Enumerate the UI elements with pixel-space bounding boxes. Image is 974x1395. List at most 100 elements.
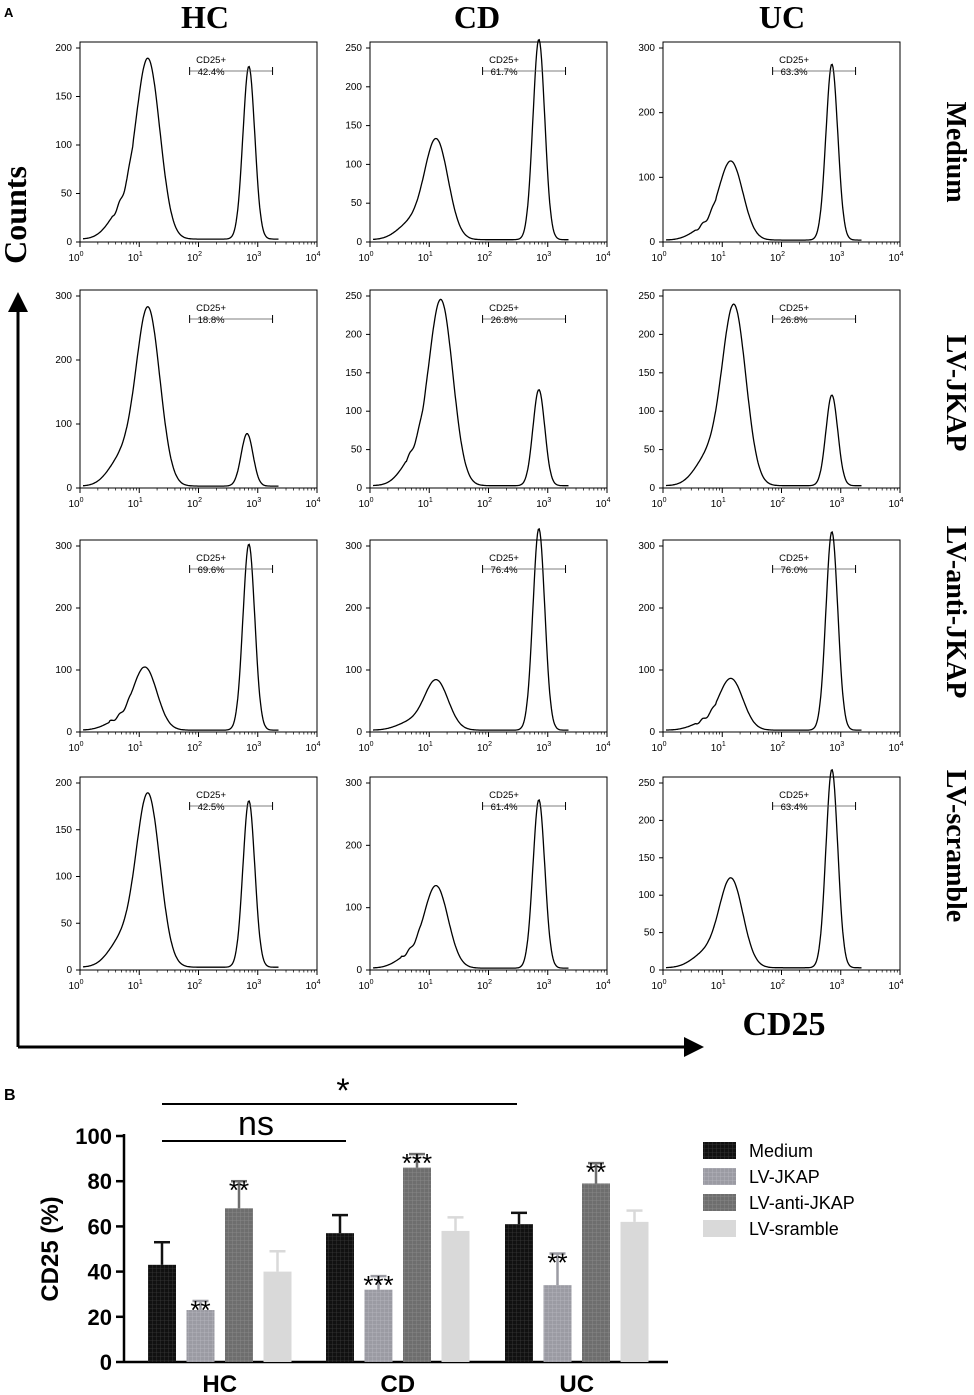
histogram-curve xyxy=(666,63,862,241)
significance-ns: ns xyxy=(238,1105,274,1143)
histogram-panel: 0 100 200 300 100 101 102 103 104 CD25+61.4% xyxy=(345,776,611,992)
gate-label: CD25+ xyxy=(779,55,809,66)
gate-label: CD25+ xyxy=(489,553,519,564)
histogram-curve xyxy=(82,792,279,968)
bar-y-tick-label: 80 xyxy=(88,1169,112,1194)
histogram-panel: 0 50 100 150 200 100 101 102 103 104 CD25+42.4% xyxy=(55,41,321,264)
legend-swatch xyxy=(703,1142,736,1159)
histogram-curve xyxy=(372,38,569,241)
bar xyxy=(263,1271,292,1362)
histogram-panel: 0 50 100 150 200 250 100 101 102 103 104 CD25+26.8% xyxy=(345,289,611,510)
row-title-lv-jkap: LV-JKAP xyxy=(940,335,971,452)
bar-y-tick-label: 60 xyxy=(88,1214,112,1239)
panel-b-label: B xyxy=(4,1087,16,1104)
histogram-x-tick-label: 102 xyxy=(187,251,202,264)
legend-label: LV-anti-JKAP xyxy=(749,1193,855,1213)
histogram-x-tick-label: 101 xyxy=(128,497,143,510)
bar xyxy=(148,1264,176,1362)
bar-y-axis-label: CD25 (%) xyxy=(37,1196,64,1301)
histogram-y-tick-label: 0 xyxy=(66,237,72,248)
histogram-y-tick-label: 250 xyxy=(638,778,655,789)
histogram-panel: 0 50 100 150 200 250 100 101 102 103 104 CD25+61.7% xyxy=(345,38,611,264)
histogram-y-tick-label: 300 xyxy=(345,778,362,789)
cd25-arrowhead xyxy=(684,1037,704,1057)
histogram-y-tick-label: 300 xyxy=(345,541,362,552)
histogram-y-tick-label: 100 xyxy=(638,665,655,676)
histogram-panel: 0 50 100 150 200 250 100 101 102 103 104 CD25+26.8% xyxy=(638,289,904,510)
gate-percent: 63.4% xyxy=(781,802,808,813)
histogram-x-tick-label: 104 xyxy=(305,497,320,510)
bar-chart: 0 20 40 60 80 100 CD25 (%) ** ** HC *** *** CD ** ** UC… xyxy=(37,1124,855,1395)
histogram-x-tick-label: 104 xyxy=(595,251,610,264)
gate-label: CD25+ xyxy=(779,303,809,314)
histogram-y-tick-label: 0 xyxy=(649,483,655,494)
histogram-curve xyxy=(666,531,862,731)
column-title-cd: CD xyxy=(454,0,500,35)
histogram-y-tick-label: 150 xyxy=(638,368,655,379)
legend-swatch xyxy=(703,1194,736,1211)
significance-label: ** xyxy=(586,1157,606,1187)
gate-percent: 61.4% xyxy=(491,802,518,813)
significance-label: ** xyxy=(190,1295,210,1325)
histogram-y-tick-label: 0 xyxy=(356,965,362,976)
histogram-panel: 0 100 200 300 100 101 102 103 104 CD25+18.8% xyxy=(55,289,321,510)
bar xyxy=(186,1310,215,1362)
histogram-x-tick-label: 102 xyxy=(187,497,202,510)
histogram-y-tick-label: 50 xyxy=(351,445,363,456)
histogram-y-tick-label: 300 xyxy=(55,541,72,552)
histogram-x-tick-label: 100 xyxy=(651,741,666,754)
legend-swatch xyxy=(703,1220,736,1237)
histogram-y-tick-label: 100 xyxy=(345,406,362,417)
bar-y-tick-label: 0 xyxy=(100,1350,112,1375)
histogram-x-tick-label: 103 xyxy=(536,497,551,510)
histogram-x-tick-label: 101 xyxy=(418,497,433,510)
gate-percent: 63.3% xyxy=(781,67,808,78)
histogram-x-tick-label: 103 xyxy=(246,497,261,510)
histogram-x-tick-label: 101 xyxy=(128,251,143,264)
histogram-curve xyxy=(373,298,569,487)
row-title-lv-anti-jkap: LV-anti-JKAP xyxy=(940,526,971,699)
histogram-curve xyxy=(666,303,862,487)
histogram-y-tick-label: 100 xyxy=(55,665,72,676)
significance-label: *** xyxy=(402,1148,432,1178)
gate-label: CD25+ xyxy=(779,790,809,801)
histogram-frame xyxy=(369,289,608,489)
histogram-y-tick-label: 50 xyxy=(644,928,656,939)
bar xyxy=(582,1183,610,1362)
histogram-y-tick-label: 150 xyxy=(638,853,655,864)
histogram-x-tick-label: 104 xyxy=(888,497,903,510)
histogram-panel: 0 100 200 300 100 101 102 103 104 CD25+76.4% xyxy=(345,527,611,754)
histogram-y-tick-label: 200 xyxy=(345,82,362,93)
histogram-x-tick-label: 102 xyxy=(477,497,492,510)
gate-label: CD25+ xyxy=(196,55,226,66)
histogram-x-tick-label: 103 xyxy=(829,741,844,754)
histogram-x-tick-label: 103 xyxy=(829,979,844,992)
gate-label: CD25+ xyxy=(489,303,519,314)
histogram-x-tick-label: 101 xyxy=(711,251,726,264)
histogram-x-tick-label: 104 xyxy=(595,741,610,754)
histogram-y-tick-label: 100 xyxy=(55,872,72,883)
histogram-y-tick-label: 200 xyxy=(55,355,72,366)
legend-label: LV-JKAP xyxy=(749,1167,820,1187)
histogram-y-tick-label: 100 xyxy=(345,903,362,914)
bar xyxy=(364,1289,393,1362)
histogram-y-tick-label: 0 xyxy=(66,965,72,976)
histogram-y-tick-label: 200 xyxy=(55,43,72,54)
histogram-x-tick-label: 100 xyxy=(358,741,373,754)
gate-label: CD25+ xyxy=(196,790,226,801)
histogram-y-tick-label: 0 xyxy=(356,237,362,248)
gate-percent: 18.8% xyxy=(198,315,225,326)
histogram-x-tick-label: 102 xyxy=(477,741,492,754)
gate-percent: 69.6% xyxy=(198,565,225,576)
legend-label: LV-sramble xyxy=(749,1219,839,1239)
gate-percent: 61.7% xyxy=(491,67,518,78)
histogram-y-tick-label: 200 xyxy=(345,603,362,614)
histogram-x-tick-label: 103 xyxy=(246,741,261,754)
histogram-x-tick-label: 101 xyxy=(711,741,726,754)
histogram-x-tick-label: 104 xyxy=(888,251,903,264)
histogram-x-tick-label: 101 xyxy=(711,497,726,510)
histogram-x-tick-label: 101 xyxy=(418,251,433,264)
histogram-panel: 0 50 100 150 200 250 100 101 102 103 104 CD25+63.4% xyxy=(638,768,904,992)
histogram-y-tick-label: 50 xyxy=(351,198,363,209)
histogram-y-tick-label: 300 xyxy=(55,291,72,302)
